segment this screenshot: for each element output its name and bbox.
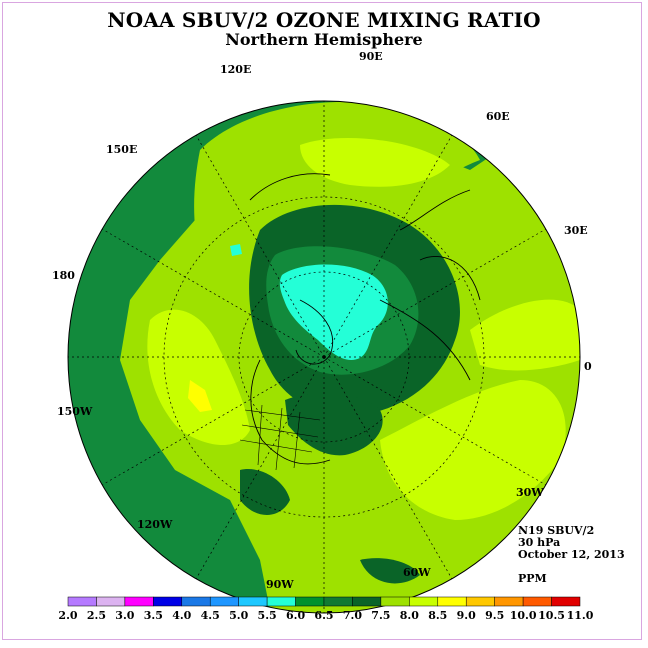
colorbar-tick-label: 9.5 bbox=[485, 609, 505, 622]
colorbar-tick-label: 10.0 bbox=[509, 609, 537, 622]
colorbar-swatch bbox=[409, 596, 439, 607]
colorbar-swatch bbox=[238, 596, 268, 607]
lon-label-90e: 90E bbox=[359, 50, 383, 63]
colorbar-tick-label: 8.0 bbox=[399, 609, 419, 622]
colorbar-swatch bbox=[124, 596, 154, 607]
colorbar-tick-label: 4.5 bbox=[200, 609, 220, 622]
graticule bbox=[68, 101, 580, 613]
map-subtitle: Northern Hemisphere bbox=[225, 30, 423, 49]
field-8-5-pacific bbox=[188, 380, 212, 412]
colorbar-tick-label: 5.5 bbox=[257, 609, 277, 622]
colorbar-tick-label: 3.5 bbox=[143, 609, 163, 622]
lon-label-30e: 30E bbox=[564, 224, 588, 237]
colorbar-swatch bbox=[352, 596, 382, 607]
colorbar-swatch bbox=[153, 596, 183, 607]
field-8-0-pacific bbox=[147, 309, 250, 445]
lon-label-150w: 150W bbox=[57, 405, 93, 418]
colorbar-swatch bbox=[295, 596, 325, 607]
lon-label-60e: 60E bbox=[486, 110, 510, 123]
colorbar bbox=[67, 596, 581, 607]
colorbar-swatch bbox=[181, 596, 211, 607]
colorbar-tick-label: 2.0 bbox=[58, 609, 78, 622]
field-5-5-spot bbox=[230, 244, 242, 256]
date-label: October 12, 2013 bbox=[518, 548, 625, 561]
colorbar-swatch bbox=[266, 596, 296, 607]
colorbar-tick-label: 5.0 bbox=[229, 609, 249, 622]
ozone-field bbox=[68, 101, 580, 613]
lon-label-60w: 60W bbox=[403, 566, 431, 579]
field-8-0-europe bbox=[470, 299, 580, 371]
colorbar-swatch bbox=[551, 596, 581, 607]
colorbar-swatch bbox=[67, 596, 97, 607]
colorbar-swatch bbox=[494, 596, 524, 607]
colorbar-swatch bbox=[323, 596, 353, 607]
field-6-5-band bbox=[68, 101, 500, 613]
colorbar-swatch bbox=[380, 596, 410, 607]
colorbar-tick-label: 7.5 bbox=[371, 609, 391, 622]
lon-label-90w: 90W bbox=[266, 578, 294, 591]
colorbar-tick-label: 7.0 bbox=[342, 609, 363, 622]
colorbar-tick-label: 10.5 bbox=[538, 609, 565, 622]
colorbar-tick-label: 8.5 bbox=[428, 609, 448, 622]
lon-label-120e: 120E bbox=[220, 63, 252, 76]
colorbar-swatch bbox=[465, 596, 495, 607]
colorbar-tick-label: 3.0 bbox=[115, 609, 135, 622]
colorbar-swatch bbox=[96, 596, 126, 607]
colorbar-tick-label: 11.0 bbox=[566, 609, 594, 622]
field-7-0-south bbox=[360, 558, 420, 584]
colorbar-tick-label: 9.0 bbox=[456, 609, 476, 622]
lon-label-0: 0 bbox=[584, 360, 592, 373]
field-5-5-core bbox=[279, 264, 388, 360]
colorbar-tick-label: 6.0 bbox=[285, 609, 306, 622]
lon-label-150e: 150E bbox=[106, 143, 138, 156]
political-boundaries bbox=[239, 404, 321, 471]
coastlines bbox=[249, 173, 481, 465]
colorbar-swatch bbox=[437, 596, 467, 607]
colorbar-tick-label: 6.5 bbox=[314, 609, 334, 622]
colorbar-tick-label: 4.0 bbox=[172, 609, 192, 622]
map-title: NOAA SBUV/2 OZONE MIXING RATIO bbox=[107, 8, 541, 32]
colorbar-swatch bbox=[522, 596, 552, 607]
lon-label-120w: 120W bbox=[137, 518, 173, 531]
field-7-0-mexico bbox=[240, 469, 290, 515]
lon-label-30w: 30W bbox=[516, 486, 544, 499]
level-label: 30 hPa bbox=[518, 536, 561, 549]
field-8-0-asia bbox=[300, 137, 450, 187]
field-7-0-arm bbox=[285, 393, 383, 456]
lon-label-180: 180 bbox=[52, 269, 75, 282]
colorbar-swatch bbox=[209, 596, 239, 607]
units-label: PPM bbox=[518, 572, 547, 585]
satellite-label: N19 SBUV/2 bbox=[518, 524, 595, 537]
map-border bbox=[67, 100, 581, 614]
field-8-0-atlantic bbox=[380, 380, 566, 520]
colorbar-tick-label: 2.5 bbox=[86, 609, 107, 622]
